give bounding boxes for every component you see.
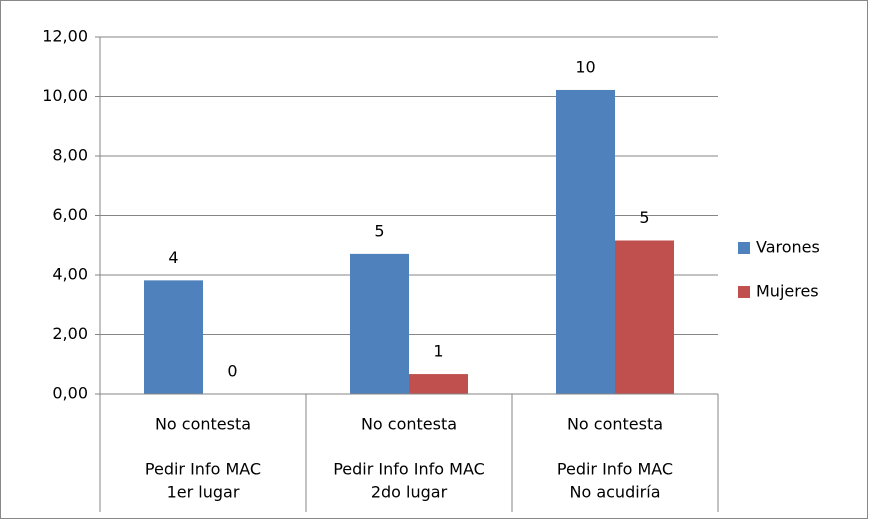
- legend-label: Mujeres: [756, 282, 819, 301]
- legend-swatch: [738, 242, 750, 254]
- data-label: 5: [374, 221, 384, 240]
- x-tick-label: No contesta: [155, 415, 251, 434]
- legend-label: Varones: [756, 238, 820, 257]
- data-label: 5: [639, 208, 649, 227]
- data-label: 1: [433, 342, 443, 361]
- y-tick-label: 0,00: [52, 384, 88, 403]
- x-group-label: 1er lugar: [167, 483, 240, 502]
- y-tick-label: 12,00: [42, 27, 88, 46]
- bar: [144, 280, 203, 394]
- x-group-label: Pedir Info MAC: [557, 460, 673, 479]
- y-tick-label: 6,00: [52, 205, 88, 224]
- data-label: 10: [575, 57, 595, 76]
- x-group-label: No acudiría: [569, 483, 660, 502]
- y-tick-label: 2,00: [52, 324, 88, 343]
- data-label: 4: [168, 248, 178, 267]
- x-tick-label: No contesta: [567, 415, 663, 434]
- legend-swatch: [738, 286, 750, 298]
- y-tick-label: 8,00: [52, 146, 88, 165]
- bar: [615, 240, 674, 394]
- x-tick-label: No contesta: [361, 415, 457, 434]
- bar: [350, 253, 409, 394]
- y-tick-label: 10,00: [42, 86, 88, 105]
- bar: [556, 89, 615, 394]
- data-label: 0: [227, 362, 237, 381]
- x-group-label: Pedir Info MAC: [145, 460, 261, 479]
- x-group-label: Pedir Info Info MAC: [333, 460, 485, 479]
- bar: [409, 374, 468, 394]
- x-group-label: 2do lugar: [371, 483, 448, 502]
- y-tick-label: 4,00: [52, 265, 88, 284]
